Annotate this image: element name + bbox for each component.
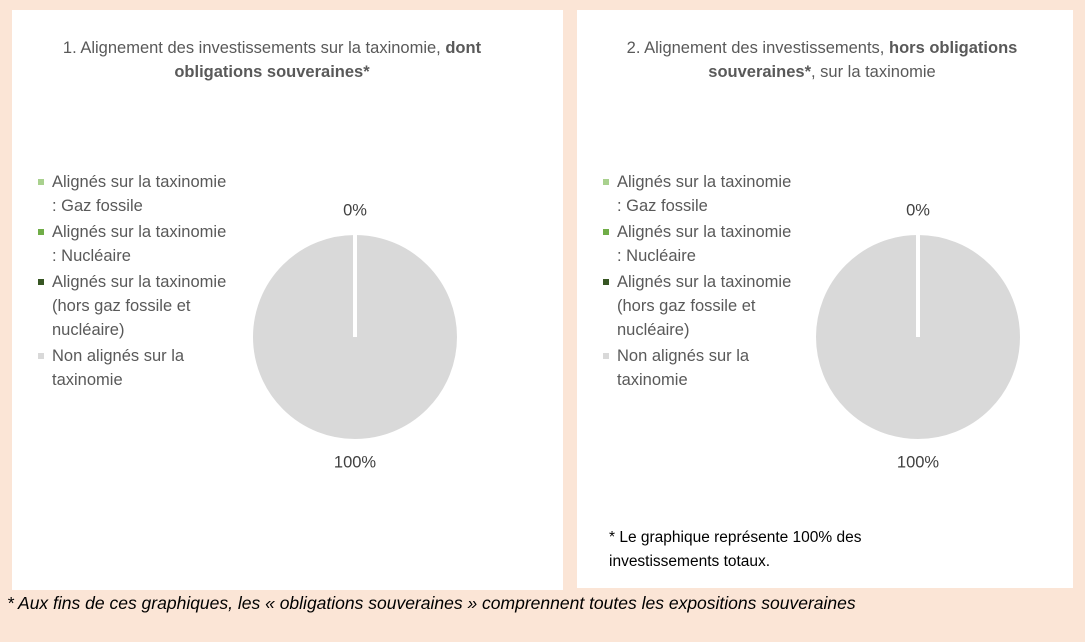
- pie: 0% 100%: [251, 201, 459, 471]
- chart-panel: * Le graphique représente 100% des inves…: [577, 10, 1073, 588]
- data-label: 100%: [897, 453, 940, 471]
- footnote: * Aux fins de ces graphiques, les « obli…: [7, 593, 856, 613]
- legend-label: Non alignés sur la taxinomie: [52, 347, 185, 389]
- title-part: hors obligations souveraines*: [708, 39, 1018, 81]
- legend-item: Non alignés sur la taxinomie: [38, 344, 228, 392]
- note: * Le graphique représente 100% des inves…: [609, 529, 862, 570]
- legend-label: Alignés sur la taxinomie : Gaz fossile: [617, 173, 792, 215]
- legend: Alignés sur la taxinomie : Gaz fossile Al…: [603, 170, 793, 394]
- legend-item: Alignés sur la taxinomie : Gaz fossile: [38, 170, 228, 218]
- legend-label: Alignés sur la taxinomie : Nucléaire: [52, 223, 227, 265]
- title-part: 2. Alignement des investissements,: [626, 39, 889, 57]
- legend-item: Alignés sur la taxinomie (hors gaz fossi…: [603, 270, 793, 342]
- legend-swatch: [603, 179, 609, 185]
- legend-label: Alignés sur la taxinomie : Gaz fossile: [52, 173, 227, 215]
- legend-label: Alignés sur la taxinomie (hors gaz fossi…: [52, 273, 227, 339]
- legend-item: Alignés sur la taxinomie : Gaz fossile: [603, 170, 793, 218]
- legend-label: Non alignés sur la taxinomie: [617, 347, 750, 389]
- legend-swatch: [603, 279, 609, 285]
- legend-label: Alignés sur la taxinomie : Nucléaire: [617, 223, 792, 265]
- chart-panel: 1. Alignement des investissements sur la…: [12, 10, 563, 590]
- legend-item: Alignés sur la taxinomie : Nucléaire: [603, 220, 793, 268]
- data-label: 0%: [343, 201, 367, 219]
- title-part: 1. Alignement des investissements sur la…: [62, 39, 446, 57]
- pie: 0% 100%: [814, 201, 1022, 471]
- legend-item: Alignés sur la taxinomie (hors gaz fossi…: [38, 270, 228, 342]
- legend-swatch: [38, 179, 44, 185]
- legend-swatch: [38, 229, 44, 235]
- legend-swatch: [603, 353, 609, 359]
- legend-item: Non alignés sur la taxinomie: [603, 344, 793, 392]
- title-part: , sur la taxinomie: [811, 63, 936, 81]
- data-label: 0%: [906, 201, 930, 219]
- chart-title: 1. Alignement des investissements sur la…: [42, 36, 502, 84]
- chart-title: 2. Alignement des investissements, hors …: [597, 36, 1047, 84]
- legend-swatch: [603, 229, 609, 235]
- legend-label: Alignés sur la taxinomie (hors gaz fossi…: [617, 273, 792, 339]
- data-label: 100%: [334, 453, 377, 471]
- legend: Alignés sur la taxinomie : Gaz fossile Al…: [38, 170, 228, 394]
- legend-swatch: [38, 279, 44, 285]
- title-part: dont obligations souveraines*: [174, 39, 482, 81]
- legend-swatch: [38, 353, 44, 359]
- legend-item: Alignés sur la taxinomie : Nucléaire: [38, 220, 228, 268]
